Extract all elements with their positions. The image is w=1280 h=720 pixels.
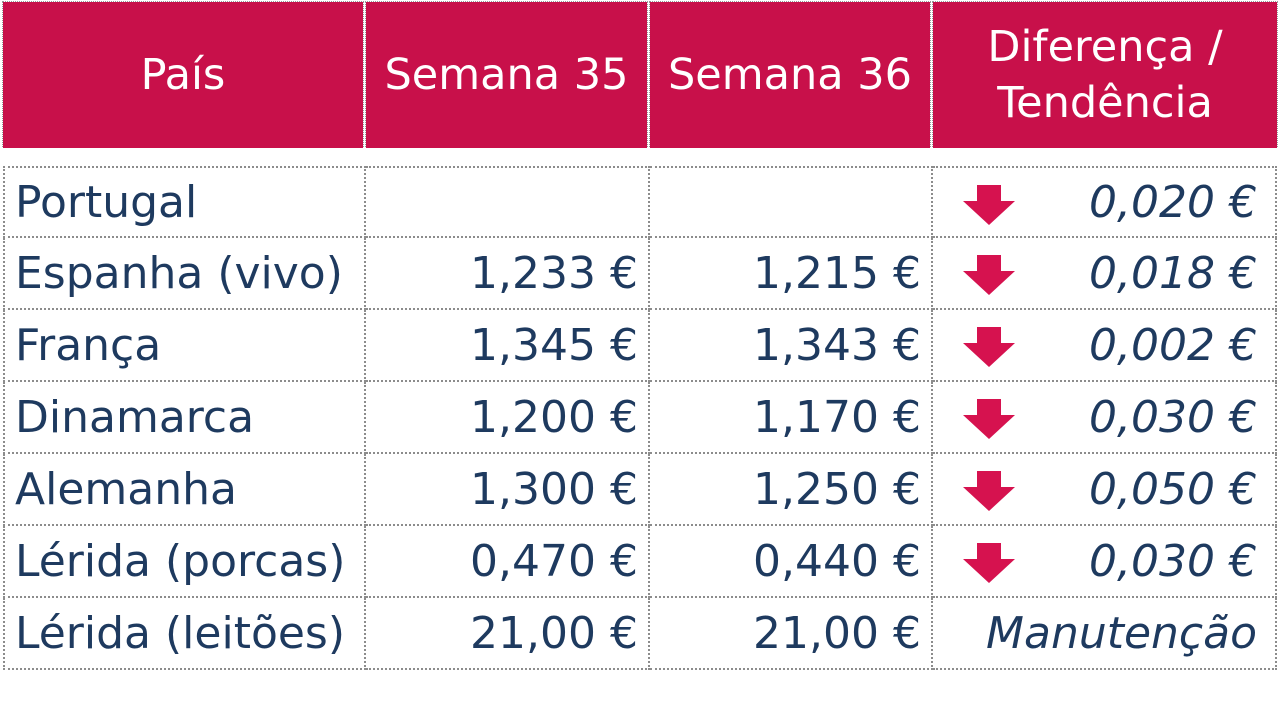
diferenca-value: 0,018 €	[1089, 247, 1257, 299]
cell-semana-36: 21,00 €	[650, 598, 933, 670]
table-row: Portugal 0,020 €	[3, 166, 1277, 238]
cell-semana-36: 1,215 €	[650, 238, 933, 310]
cell-semana-35: 1,345 €	[366, 310, 650, 382]
cell-semana-36	[650, 166, 933, 238]
cell-pais: Lérida (porcas)	[3, 526, 366, 598]
down-arrow-icon	[963, 327, 1015, 367]
header-semana-36-label: Semana 36	[668, 50, 912, 100]
cell-semana-35: 1,233 €	[366, 238, 650, 310]
cell-semana-35: 1,200 €	[366, 382, 650, 454]
diferenca-value: 0,002 €	[1089, 319, 1257, 371]
header-gap	[0, 148, 1280, 166]
cell-diferenca: 0,020 €	[933, 166, 1277, 238]
table-row: Espanha (vivo) 1,233 € 1,215 € 0,018 €	[3, 238, 1277, 310]
cell-diferenca: 0,002 €	[933, 310, 1277, 382]
header-diferenca-line2: Tendência	[997, 78, 1213, 128]
cell-semana-36: 1,343 €	[650, 310, 933, 382]
table-row: França 1,345 € 1,343 € 0,002 €	[3, 310, 1277, 382]
header-pais: País	[2, 1, 364, 149]
down-arrow-icon	[963, 185, 1015, 225]
cell-pais: Espanha (vivo)	[3, 238, 366, 310]
down-arrow-icon	[963, 543, 1015, 583]
cell-semana-35: 1,300 €	[366, 454, 650, 526]
cell-pais: França	[3, 310, 366, 382]
cell-semana-35: 21,00 €	[366, 598, 650, 670]
cell-diferenca: 0,030 €	[933, 382, 1277, 454]
cell-pais: Portugal	[3, 166, 366, 238]
down-arrow-icon	[963, 255, 1015, 295]
cell-diferenca: 0,050 €	[933, 454, 1277, 526]
table-row: Lérida (leitões) 21,00 € 21,00 € Manuten…	[3, 598, 1277, 670]
down-arrow-icon	[963, 471, 1015, 511]
cell-semana-36: 0,440 €	[650, 526, 933, 598]
table-row: Alemanha 1,300 € 1,250 € 0,050 €	[3, 454, 1277, 526]
table-row: Dinamarca 1,200 € 1,170 € 0,030 €	[3, 382, 1277, 454]
cell-semana-36: 1,170 €	[650, 382, 933, 454]
cell-diferenca: 0,030 €	[933, 526, 1277, 598]
header-semana-36: Semana 36	[649, 1, 931, 149]
cell-semana-36: 1,250 €	[650, 454, 933, 526]
down-arrow-icon	[963, 399, 1015, 439]
table-row: Lérida (porcas) 0,470 € 0,440 € 0,030 €	[3, 526, 1277, 598]
cell-pais: Dinamarca	[3, 382, 366, 454]
diferenca-value: Manutenção	[986, 607, 1257, 659]
diferenca-value: 0,020 €	[1089, 176, 1257, 228]
cell-pais: Alemanha	[3, 454, 366, 526]
cell-diferenca: Manutenção	[933, 598, 1277, 670]
diferenca-value: 0,050 €	[1089, 463, 1257, 515]
header-diferenca: Diferença / Tendência	[932, 1, 1278, 149]
cell-semana-35: 0,470 €	[366, 526, 650, 598]
cell-pais: Lérida (leitões)	[3, 598, 366, 670]
header-semana-35-label: Semana 35	[384, 50, 629, 100]
diferenca-value: 0,030 €	[1089, 391, 1257, 443]
header-diferenca-line1: Diferença /	[987, 22, 1223, 72]
cell-semana-35	[366, 166, 650, 238]
header-pais-label: País	[140, 50, 226, 100]
cell-diferenca: 0,018 €	[933, 238, 1277, 310]
diferenca-value: 0,030 €	[1089, 535, 1257, 587]
header-semana-35: Semana 35	[365, 1, 648, 149]
